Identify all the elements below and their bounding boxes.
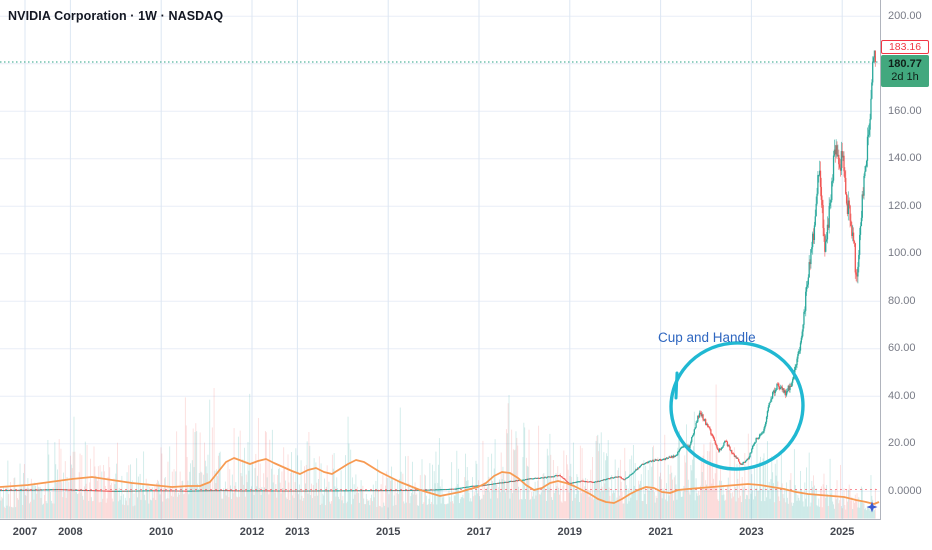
price-tick-label: 0.0000 [888, 484, 922, 497]
time-tick-label: 2007 [12, 526, 38, 538]
time-axis-border [0, 519, 881, 520]
time-tick-label: 2012 [239, 526, 265, 538]
price-tick-label: 80.00 [888, 294, 916, 307]
time-tick-label: 2013 [285, 526, 310, 538]
price-tick-label: 40.00 [888, 389, 916, 402]
time-tick-label: 2017 [466, 526, 492, 538]
cup-and-handle-label[interactable]: Cup and Handle [658, 330, 756, 345]
price-tick-label: 60.00 [888, 342, 916, 355]
alert-price-label[interactable]: 183.16 [881, 40, 929, 54]
symbol-title: NVIDIA Corporation · 1W · NASDAQ [8, 9, 224, 23]
price-tick-label: 100.00 [888, 247, 922, 260]
time-axis[interactable]: 2007 2008 2010 2012 2013 2015 2017 2019 2021 2023… [0, 519, 881, 550]
price-chart-canvas[interactable] [0, 0, 880, 519]
time-tick-label: 2010 [148, 526, 174, 538]
time-tick-label: 2025 [829, 526, 855, 538]
time-tick-label: 2023 [739, 526, 764, 538]
price-tick-label: 160.00 [888, 104, 922, 117]
last-price-value: 180.77 [888, 58, 922, 70]
last-price-label[interactable]: 180.77 2d 1h [881, 55, 929, 87]
bar-close-countdown: 2d 1h [891, 71, 919, 83]
price-axis-border [880, 0, 881, 550]
price-axis[interactable]: 200.00 160.00 140.00 120.00 100.00 80.00 60.00… [880, 0, 932, 550]
price-tick-label: 120.00 [888, 199, 922, 212]
price-tick-label: 200.00 [888, 9, 922, 22]
time-tick-label: 2015 [375, 526, 401, 538]
time-tick-label: 2008 [58, 526, 83, 538]
time-tick-label: 2021 [648, 526, 673, 538]
price-tick-label: 140.00 [888, 152, 922, 165]
price-tick-label: 20.00 [888, 437, 916, 450]
time-tick-label: 2019 [557, 526, 583, 538]
